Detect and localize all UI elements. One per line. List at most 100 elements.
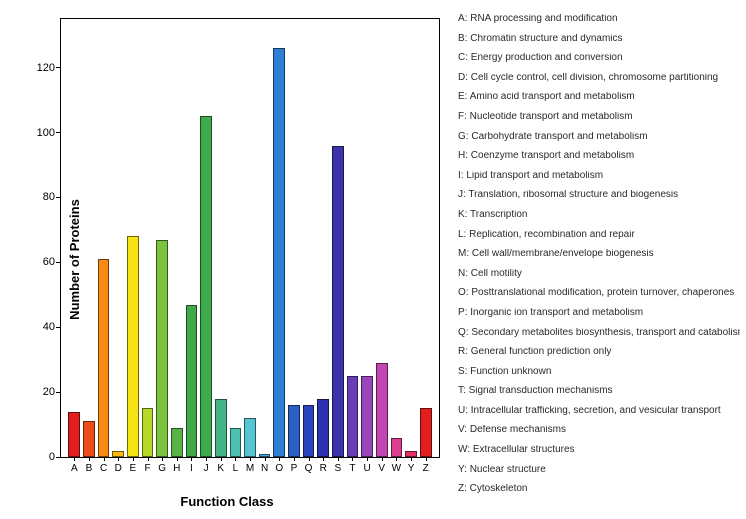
bar-P [288, 405, 300, 457]
legend-desc: Secondary metabolites biosynthesis, tran… [471, 328, 740, 338]
bar-B [83, 421, 95, 457]
legend-item-W: W: Extracellular structures [458, 445, 740, 455]
legend-item-A: A: RNA processing and modification [458, 14, 740, 24]
bar-E [127, 236, 139, 457]
legend-item-C: C: Energy production and conversion [458, 53, 740, 63]
xtick-label-B: B [86, 463, 93, 474]
xtick-mark [250, 457, 251, 461]
legend-code: S: [458, 367, 470, 377]
legend-code: D: [458, 73, 471, 83]
xtick-mark [367, 457, 368, 461]
xtick-label-A: A [71, 463, 78, 474]
legend-code: W: [458, 445, 473, 455]
legend-desc: Function unknown [470, 367, 551, 377]
legend-item-Q: Q: Secondary metabolites biosynthesis, t… [458, 328, 740, 338]
legend-item-M: M: Cell wall/membrane/envelope biogenesi… [458, 249, 740, 259]
xtick-label-V: V [378, 463, 385, 474]
bar-R [317, 399, 329, 457]
ytick-label: 120 [37, 62, 55, 74]
bar-T [347, 376, 359, 457]
xtick-mark [265, 457, 266, 461]
xtick-label-Z: Z [423, 463, 429, 474]
bar-S [332, 146, 344, 457]
legend-item-U: U: Intracellular trafficking, secretion,… [458, 406, 740, 416]
legend-desc: Cytoskeleton [470, 484, 528, 494]
legend-desc: Posttranslational modification, protein … [471, 288, 734, 298]
xtick-mark [148, 457, 149, 461]
xtick-mark [235, 457, 236, 461]
xtick-label-S: S [334, 463, 341, 474]
xtick-mark [191, 457, 192, 461]
bar-Z [420, 408, 432, 457]
legend-code: L: [458, 230, 469, 240]
legend-code: U: [458, 406, 471, 416]
xtick-mark [396, 457, 397, 461]
legend-item-T: T: Signal transduction mechanisms [458, 386, 740, 396]
xtick-mark [279, 457, 280, 461]
legend-code: C: [458, 53, 471, 63]
legend-code: B: [458, 34, 470, 44]
bar-K [215, 399, 227, 457]
legend-desc: Inorganic ion transport and metabolism [470, 308, 643, 318]
xtick-mark [426, 457, 427, 461]
legend-desc: Signal transduction mechanisms [469, 386, 613, 396]
figure-container: Number of Proteins 020406080100120ABCDEF… [0, 0, 746, 519]
bar-Q [303, 405, 315, 457]
xtick-label-M: M [246, 463, 254, 474]
legend-item-K: K: Transcription [458, 210, 740, 220]
ytick-mark [56, 327, 61, 328]
legend-desc: General function prediction only [471, 347, 612, 357]
legend-item-Y: Y: Nuclear structure [458, 465, 740, 475]
bar-A [68, 412, 80, 457]
ytick-mark [56, 457, 61, 458]
legend-item-R: R: General function prediction only [458, 347, 740, 357]
xtick-mark [133, 457, 134, 461]
xtick-mark [294, 457, 295, 461]
ytick-label: 20 [43, 386, 55, 398]
legend-code: E: [458, 92, 470, 102]
legend-desc: RNA processing and modification [470, 14, 617, 24]
xtick-label-U: U [363, 463, 370, 474]
legend-panel: A: RNA processing and modification B: Chr… [454, 0, 746, 519]
legend-code: T: [458, 386, 469, 396]
xtick-mark [118, 457, 119, 461]
bar-G [156, 240, 168, 457]
xtick-label-C: C [100, 463, 107, 474]
legend-item-V: V: Defense mechanisms [458, 425, 740, 435]
bar-H [171, 428, 183, 457]
legend-code: Y: [458, 465, 470, 475]
legend-desc: Transcription [470, 210, 527, 220]
legend-desc: Replication, recombination and repair [469, 230, 635, 240]
legend-code: J: [458, 190, 468, 200]
xtick-label-R: R [320, 463, 327, 474]
legend-item-G: G: Carbohydrate transport and metabolism [458, 132, 740, 142]
xtick-label-W: W [392, 463, 401, 474]
x-axis-title: Function Class [0, 494, 454, 509]
xtick-mark [309, 457, 310, 461]
legend-desc: Chromatin structure and dynamics [470, 34, 622, 44]
legend-desc: Nucleotide transport and metabolism [470, 112, 633, 122]
xtick-mark [177, 457, 178, 461]
legend-desc: Cell cycle control, cell division, chrom… [471, 73, 718, 83]
legend-desc: Nuclear structure [470, 465, 546, 475]
ytick-label: 40 [43, 321, 55, 333]
legend-item-P: P: Inorganic ion transport and metabolis… [458, 308, 740, 318]
xtick-mark [221, 457, 222, 461]
xtick-mark [338, 457, 339, 461]
xtick-label-K: K [217, 463, 224, 474]
xtick-label-P: P [291, 463, 298, 474]
legend-code: Q: [458, 328, 471, 338]
legend-desc: Amino acid transport and metabolism [470, 92, 635, 102]
legend-item-B: B: Chromatin structure and dynamics [458, 34, 740, 44]
plot-area: 020406080100120ABCDEFGHIJKLMNOPQRSTUVWYZ [60, 18, 440, 458]
bar-W [391, 438, 403, 457]
ytick-mark [56, 67, 61, 68]
ytick-label: 60 [43, 256, 55, 268]
legend-desc: Intracellular trafficking, secretion, an… [471, 406, 721, 416]
xtick-label-L: L [233, 463, 239, 474]
legend-code: P: [458, 308, 470, 318]
xtick-mark [104, 457, 105, 461]
xtick-label-G: G [158, 463, 166, 474]
ytick-mark [56, 392, 61, 393]
legend-code: K: [458, 210, 470, 220]
